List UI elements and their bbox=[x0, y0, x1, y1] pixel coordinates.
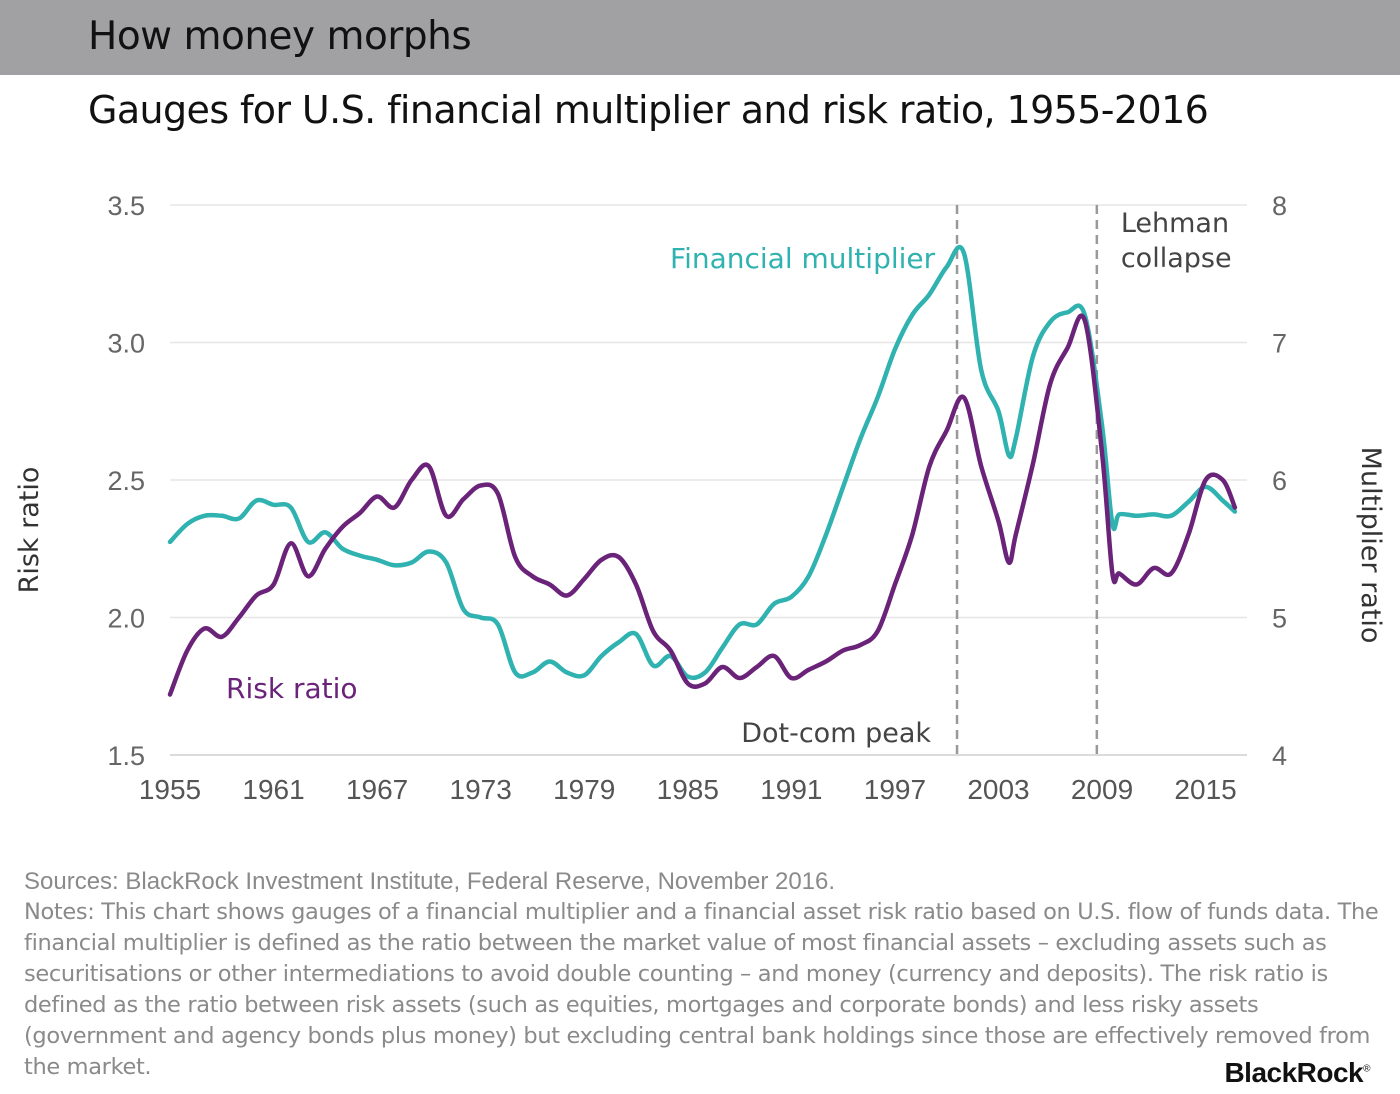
x-tick-label: 1991 bbox=[760, 774, 822, 805]
left-tick-label: 1.5 bbox=[107, 741, 145, 771]
logo-text: BlackRock bbox=[1224, 1057, 1364, 1088]
right-tick-label: 6 bbox=[1272, 466, 1287, 496]
right-tick-label: 8 bbox=[1272, 191, 1287, 221]
risk-series-label: Risk ratio bbox=[226, 672, 358, 705]
x-tick-label: 1967 bbox=[346, 774, 408, 805]
x-tick-label: 1997 bbox=[864, 774, 926, 805]
header-title: How money morphs bbox=[88, 14, 472, 59]
left-axis-title: Risk ratio bbox=[14, 467, 45, 594]
footer: Sources: BlackRock Investment Institute,… bbox=[24, 866, 1384, 1083]
left-tick-label: 2.0 bbox=[107, 604, 145, 634]
blackrock-logo: BlackRock® bbox=[1224, 1057, 1370, 1089]
footer-notes: Notes: This chart shows gauges of a fina… bbox=[24, 899, 1379, 1080]
left-tick-label: 3.0 bbox=[107, 329, 145, 359]
right-tick-label: 7 bbox=[1272, 329, 1287, 359]
left-tick-label: 3.5 bbox=[107, 191, 145, 221]
right-axis-title: Multiplier ratio bbox=[1355, 447, 1386, 644]
header-bar bbox=[0, 0, 1400, 75]
x-tick-label: 1985 bbox=[657, 774, 719, 805]
logo-registered-mark: ® bbox=[1363, 1063, 1370, 1075]
footer-sources: Sources: BlackRock Investment Institute,… bbox=[24, 868, 836, 895]
x-tick-label: 2015 bbox=[1174, 774, 1236, 805]
chart-subtitle: Gauges for U.S. financial multiplier and… bbox=[88, 88, 1209, 132]
x-tick-label: 1961 bbox=[242, 774, 304, 805]
dotcom-peak-label: Dot-com peak bbox=[741, 718, 931, 749]
risk-series-line bbox=[167, 313, 1238, 697]
lehman-label-line2: collapse bbox=[1121, 243, 1232, 274]
multiplier-series-label: Financial multiplier bbox=[670, 242, 936, 275]
x-tick-label: 1955 bbox=[139, 774, 201, 805]
chart: 1.5 2.0 2.5 3.0 3.5 4 5 6 7 8 1955 1961 1967 1973 1979… bbox=[14, 191, 1386, 805]
x-tick-label: 1973 bbox=[450, 774, 512, 805]
right-tick-label: 5 bbox=[1272, 604, 1287, 634]
x-tick-label: 1979 bbox=[553, 774, 615, 805]
right-tick-label: 4 bbox=[1272, 741, 1287, 771]
lehman-label-line1: Lehman bbox=[1121, 208, 1229, 239]
multiplier-series-line bbox=[167, 244, 1238, 681]
x-tick-label: 2009 bbox=[1071, 774, 1133, 805]
left-tick-label: 2.5 bbox=[107, 466, 145, 496]
x-tick-label: 2003 bbox=[967, 774, 1029, 805]
